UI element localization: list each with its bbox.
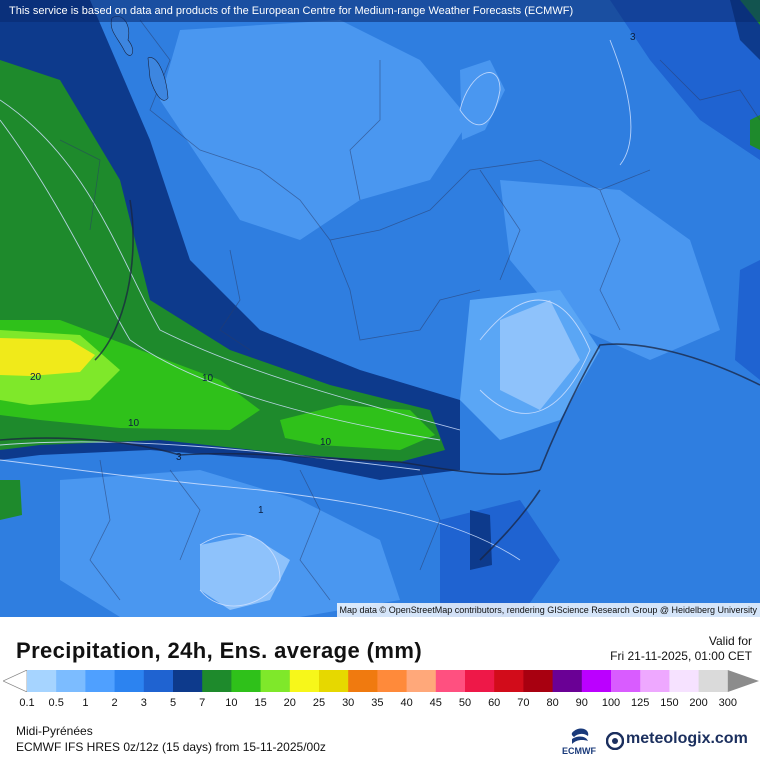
contour-label: 3 — [630, 32, 636, 43]
scale-segment — [260, 670, 291, 692]
regional-borders — [59, 19, 760, 601]
scale-tick-label: 40 — [400, 697, 413, 709]
scale-tick-label: 20 — [283, 697, 296, 709]
yellow-area — [0, 338, 95, 376]
precipitation-map[interactable]: This service is based on data and produc… — [0, 0, 760, 617]
scale-tick-label: 70 — [517, 697, 530, 709]
scale-segment — [669, 670, 699, 692]
scale-tick-label: 200 — [689, 697, 708, 709]
valid-date: Fri 21-11-2025, 01:00 CET — [610, 649, 752, 663]
color-scale-ticks: 0.1 0.5 1 2 3 5 7 10 15 20 25 30 35 40 45 50 60 70 80 90 100… — [0, 697, 760, 711]
scale-tick-label: 25 — [312, 697, 326, 709]
region-name: Midi-Pyrénées — [16, 724, 93, 738]
meteologix-icon — [606, 732, 624, 750]
data-source-banner: This service is based on data and produc… — [0, 0, 760, 22]
scale-segment — [435, 670, 466, 692]
scale-segment — [319, 670, 349, 692]
model-info: ECMWF IFS HRES 0z/12z (15 days) from 15-… — [16, 740, 326, 754]
scale-tick-label: 30 — [342, 697, 355, 709]
scale-tick-label: 90 — [575, 697, 588, 709]
contour-label: 3 — [176, 452, 182, 463]
scale-segment — [289, 670, 320, 692]
light-blue-area — [460, 60, 505, 140]
scale-arrow-low — [3, 670, 28, 692]
scale-segment — [56, 670, 86, 692]
scale-tick-label: 125 — [631, 697, 650, 709]
scale-segment — [27, 670, 57, 692]
valid-for-label: Valid for — [708, 634, 752, 648]
scale-segment — [143, 670, 174, 692]
scale-segment — [377, 670, 407, 692]
ecmwf-logo-text: ECMWF — [562, 746, 596, 756]
scale-tick-label: 1 — [82, 697, 89, 709]
very-light-blue-area — [200, 535, 290, 610]
scale-tick-label: 5 — [169, 697, 177, 709]
contour-label: 1 — [258, 505, 264, 516]
scale-tick-label: 100 — [601, 697, 621, 709]
map-attribution[interactable]: Map data © OpenStreetMap contributors, r… — [336, 603, 760, 617]
very-light-blue-area — [500, 300, 580, 410]
scale-segment — [173, 670, 203, 692]
scale-arrow-high — [727, 670, 759, 692]
scale-segment — [581, 670, 612, 692]
scale-segment — [552, 670, 583, 692]
scale-tick-label: 35 — [371, 697, 384, 709]
scale-tick-label: 150 — [660, 697, 679, 709]
scale-segment — [523, 670, 553, 692]
green-area — [750, 115, 760, 150]
scale-segment — [85, 670, 115, 692]
scale-segment — [494, 670, 524, 692]
scale-tick-label: 7 — [199, 697, 206, 709]
ecmwf-logo-icon[interactable] — [560, 727, 600, 757]
scale-segment — [114, 670, 145, 692]
green-area — [0, 480, 22, 520]
scale-tick-label: 80 — [546, 697, 559, 709]
lake — [147, 57, 169, 101]
contour-label: 10 — [202, 373, 214, 384]
light-blue-area — [160, 20, 470, 240]
scale-tick-label: 10 — [225, 697, 238, 709]
scale-tick-label: 2 — [111, 697, 118, 709]
scale-segment — [406, 670, 437, 692]
map-canvas — [0, 0, 760, 617]
brand-name: meteologix.com — [626, 730, 748, 747]
scale-tick-label: 3 — [140, 697, 147, 709]
scale-segment — [465, 670, 495, 692]
contour-lines — [0, 39, 632, 607]
national-borders — [0, 199, 760, 561]
scale-segment — [698, 670, 729, 692]
scale-tick-label: 50 — [458, 697, 472, 709]
scale-tick-label: 300 — [718, 697, 737, 709]
scale-segment — [611, 670, 641, 692]
color-scale-bar — [3, 670, 759, 692]
contour-label: 10 — [320, 437, 332, 448]
scale-segment — [348, 670, 378, 692]
scale-tick-label: 0.5 — [48, 697, 64, 709]
scale-segment — [640, 670, 670, 692]
contour-label: 20 — [30, 372, 42, 383]
scale-segment — [231, 670, 261, 692]
light-blue-area — [500, 180, 720, 360]
dark-blue-area — [735, 260, 760, 380]
scale-tick-label: 60 — [488, 697, 501, 709]
bright-green-area — [280, 405, 435, 450]
scale-tick-label: 0.1 — [19, 697, 35, 709]
contour-label: 10 — [128, 418, 140, 429]
chart-title: Precipitation, 24h, Ens. average (mm) — [16, 638, 423, 663]
scale-tick-label: 15 — [254, 697, 267, 709]
dark-blue-area — [610, 0, 760, 160]
navy-area — [470, 510, 492, 570]
scale-segment — [202, 670, 232, 692]
scale-tick-label: 45 — [429, 697, 442, 709]
